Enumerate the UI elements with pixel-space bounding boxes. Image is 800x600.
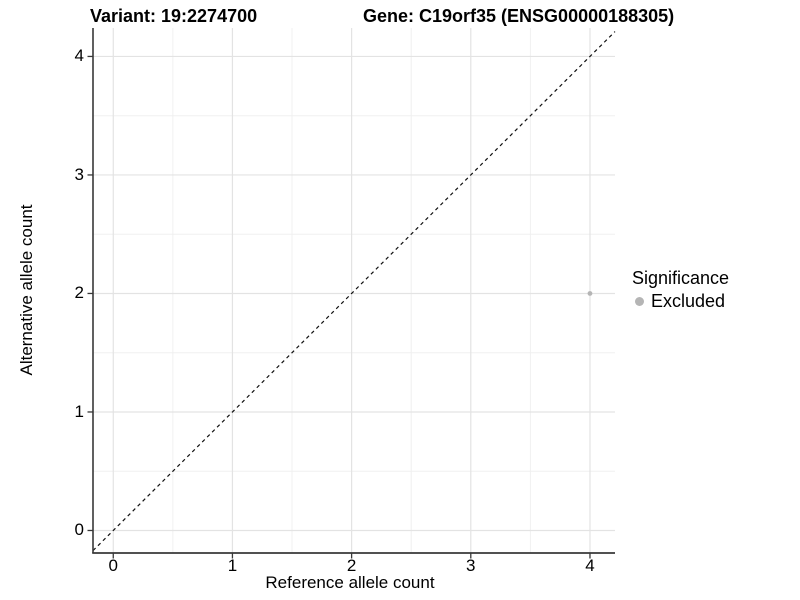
gene-title: Gene: C19orf35 (ENSG00000188305) [363, 6, 675, 26]
x-tick-label: 1 [227, 556, 238, 575]
y-tick-label: 1 [74, 401, 84, 421]
excluded-point-icon [635, 296, 644, 306]
identity-dashed-line [92, 31, 616, 552]
legend-item-label: Excluded [651, 291, 726, 311]
y-tick-label: 4 [74, 46, 84, 66]
x-tick-label: 2 [346, 556, 357, 575]
variant-title: Variant: 19:2274700 [90, 6, 258, 26]
x-axis-title: Reference allele count [265, 573, 435, 592]
data-point-excluded [587, 291, 593, 296]
x-tick-label: 3 [466, 556, 476, 575]
legend: Significance Excluded [632, 268, 729, 311]
y-tick-label: 2 [74, 283, 84, 303]
x-tick-label: 4 [585, 556, 595, 575]
y-tick-label: 3 [74, 164, 84, 184]
x-tick-label: 0 [108, 556, 118, 575]
y-tick-label: 0 [74, 520, 84, 540]
y-axis-title: Alternative allele count [17, 204, 36, 376]
legend-item-excluded: Excluded [632, 291, 729, 311]
legend-title: Significance [632, 268, 730, 288]
